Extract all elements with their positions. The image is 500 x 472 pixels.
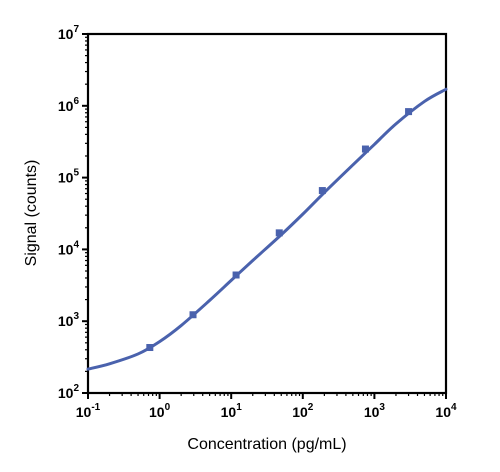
x-tick-label: 102 (292, 402, 314, 420)
y-tick-label: 106 (58, 96, 80, 114)
data-point (361, 145, 369, 153)
x-tick-label: 100 (149, 402, 171, 420)
y-tick-label: 107 (58, 24, 80, 42)
y-tick-label: 104 (58, 239, 80, 257)
data-point (232, 271, 240, 279)
x-tick-label: 103 (364, 402, 386, 420)
x-tick-label: 104 (435, 402, 457, 420)
x-axis-ticks: 10-1 100 101 102 103 104 (76, 393, 457, 420)
plot-frame (86, 32, 448, 395)
data-point (405, 108, 413, 116)
y-axis-title: Signal (counts) (23, 160, 40, 267)
x-tick-label: 10-1 (76, 402, 101, 420)
data-point (189, 311, 197, 319)
y-tick-label: 103 (58, 311, 80, 329)
x-tick-label: 101 (221, 402, 243, 420)
data-point (146, 344, 154, 352)
y-axis-ticks: 102 103 104 105 106 107 (58, 24, 88, 401)
x-axis-title: Concentration (pg/mL) (187, 436, 346, 453)
fit-curve (86, 87, 448, 371)
data-point (318, 187, 326, 195)
y-tick-label: 102 (58, 383, 80, 401)
data-point (275, 229, 283, 237)
y-tick-label: 105 (58, 168, 80, 186)
data-points (146, 108, 413, 352)
